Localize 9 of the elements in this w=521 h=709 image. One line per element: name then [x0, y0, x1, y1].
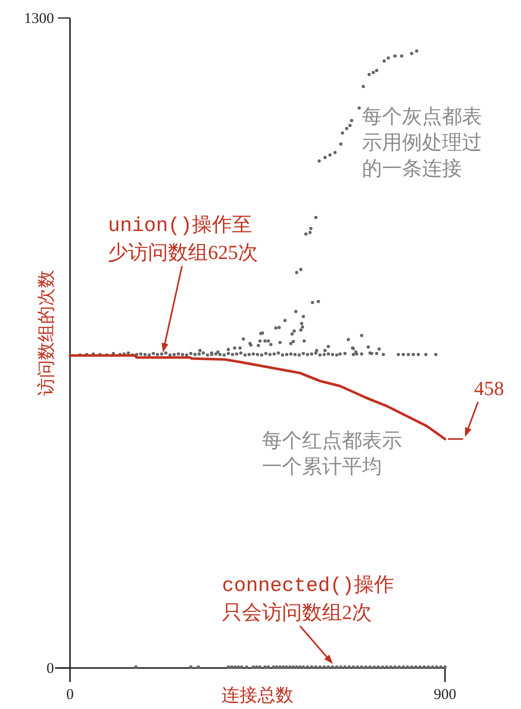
- annotation: 每个灰点都表示用例处理过的一条连接: [362, 105, 483, 182]
- y-axis-title: 访问数组的次数: [36, 270, 56, 396]
- annotation: 458: [474, 377, 505, 402]
- annotation: 每个红点都表示一个累计平均: [262, 429, 403, 480]
- y-tick-label: 1300: [24, 11, 54, 27]
- x-tick-label: 900: [434, 687, 456, 703]
- x-axis-title: 连接总数: [222, 685, 294, 705]
- annotation: union()操作至少访问数组625次: [108, 213, 259, 266]
- annotation: connected()操作只会访问数组2次: [222, 573, 396, 626]
